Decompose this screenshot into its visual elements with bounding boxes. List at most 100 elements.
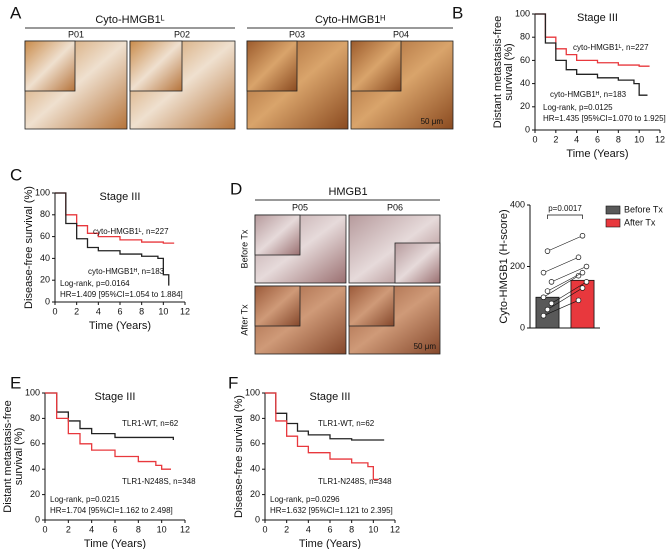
point [540, 269, 547, 276]
annotation: HR=1.704 [95%CI=1.162 to 2.498] [50, 506, 173, 515]
annotation: Log-rank, p=0.0164 [60, 279, 130, 288]
y-tick-label: 100 [515, 8, 530, 18]
y-tick-label: 0 [520, 322, 525, 332]
y-tick-label: 40 [40, 253, 50, 263]
x-axis-title: Time (Years) [84, 538, 146, 549]
survival-curve [535, 13, 648, 96]
inset [129, 40, 183, 92]
point [583, 263, 590, 270]
inset [350, 40, 402, 92]
panel-label: A [10, 3, 22, 22]
scale-bar-label: 50 μm [421, 117, 444, 126]
legend-label: Before Tx [624, 204, 663, 214]
x-tick-label: 6 [327, 524, 332, 534]
x-axis-title: Time (Years) [299, 538, 361, 549]
bar [570, 279, 595, 329]
x-tick-label: 12 [390, 524, 400, 534]
point [548, 279, 555, 285]
micrographs-d [254, 214, 441, 355]
survival-curve [45, 392, 171, 470]
survival-curve [55, 192, 175, 244]
row-label: Before Tx [239, 229, 249, 268]
x-tick-label: 2 [74, 306, 79, 316]
y-tick-label: 100 [35, 187, 50, 197]
panel-label: E [10, 373, 21, 392]
annotation: p=0.0017 [548, 204, 582, 213]
survival-curve [45, 392, 174, 440]
pair-line [551, 266, 587, 283]
y-tick-label: 20 [40, 275, 50, 285]
survival-curve [535, 13, 650, 67]
annotation: HR=1.409 [95%CI=1.054 to 1.884] [60, 290, 183, 299]
inset [254, 285, 301, 327]
point [544, 288, 551, 294]
pair-line [547, 287, 583, 310]
y-axis-title: Distant metastasis-free [2, 400, 14, 512]
chart-title: Stage III [577, 12, 618, 24]
series-label: cyto-HMGB1ᴸ, n=227 [573, 43, 649, 52]
x-tick-label: 2 [66, 524, 71, 534]
point [579, 285, 586, 291]
x-tick-label: 4 [306, 524, 311, 534]
chart-title: Stage III [310, 391, 351, 403]
y-axis-title: Cyto-HMGB1 (H-score) [498, 209, 510, 323]
x-tick-label: 0 [262, 524, 267, 534]
chart-title: Stage III [95, 391, 136, 403]
y-tick-label: 80 [40, 209, 50, 219]
series-label: cyto-HMGB1ᴴ, n=183 [88, 267, 165, 276]
annotation: Log-rank, p=0.0125 [543, 103, 613, 112]
inset [254, 214, 301, 256]
x-tick-label: 0 [532, 134, 537, 144]
point [579, 269, 586, 276]
series-label: TLR1-WT, n=62 [318, 419, 375, 428]
survival-curve [265, 392, 379, 481]
image-label: P06 [387, 202, 403, 212]
group-title: Cyto-HMGB1ᴸ [95, 14, 164, 26]
series-label: TLR1-N248S, n=348 [122, 477, 196, 486]
scale-bar-label: 50 μm [414, 342, 437, 351]
y-tick-label: 100 [25, 387, 40, 397]
inset [246, 40, 298, 92]
pair-line [543, 257, 579, 273]
x-tick-label: 6 [112, 524, 117, 534]
y-tick-label: 40 [520, 78, 530, 88]
x-tick-label: 10 [157, 524, 167, 534]
point [583, 279, 590, 285]
image-label: P05 [292, 202, 308, 212]
inset [394, 242, 441, 284]
panel-label: D [230, 179, 242, 198]
point [575, 254, 582, 261]
legend-label: After Tx [624, 217, 656, 227]
legend-swatch [605, 205, 621, 215]
panel-label: B [452, 3, 463, 22]
series-label: TLR1-WT, n=62 [122, 419, 179, 428]
point [540, 294, 547, 301]
annotation: Log-rank, p=0.0215 [50, 495, 120, 504]
annotation: HR=1.435 [95%CI=1.070 to 1.925] [543, 114, 666, 123]
panel-label: F [228, 373, 238, 392]
pair-line [547, 235, 583, 252]
legend-swatch [605, 218, 621, 228]
y-tick-label: 400 [510, 199, 525, 209]
micrographs-a [24, 40, 454, 130]
y-tick-label: 40 [250, 464, 260, 474]
survival-curve [55, 192, 170, 286]
x-tick-label: 2 [284, 524, 289, 534]
annotation: HR=1.632 [95%CI=1.121 to 2.395] [270, 506, 393, 515]
x-tick-label: 6 [595, 134, 600, 144]
image-label: P01 [68, 29, 84, 39]
survival-curve [265, 392, 385, 441]
series-label: cyto-HMGB1ᴸ, n=227 [93, 227, 169, 236]
pair-line [543, 300, 579, 316]
x-tick-label: 12 [180, 306, 190, 316]
panel-label: C [10, 165, 22, 184]
y-tick-label: 0 [35, 514, 40, 524]
y-tick-label: 20 [250, 489, 260, 499]
y-tick-label: 80 [520, 32, 530, 42]
point [579, 233, 586, 239]
image-label: P04 [393, 29, 409, 39]
x-tick-label: 8 [136, 524, 141, 534]
x-tick-label: 4 [574, 134, 579, 144]
image-label: P03 [289, 29, 305, 39]
group-title: HMGB1 [328, 186, 367, 198]
